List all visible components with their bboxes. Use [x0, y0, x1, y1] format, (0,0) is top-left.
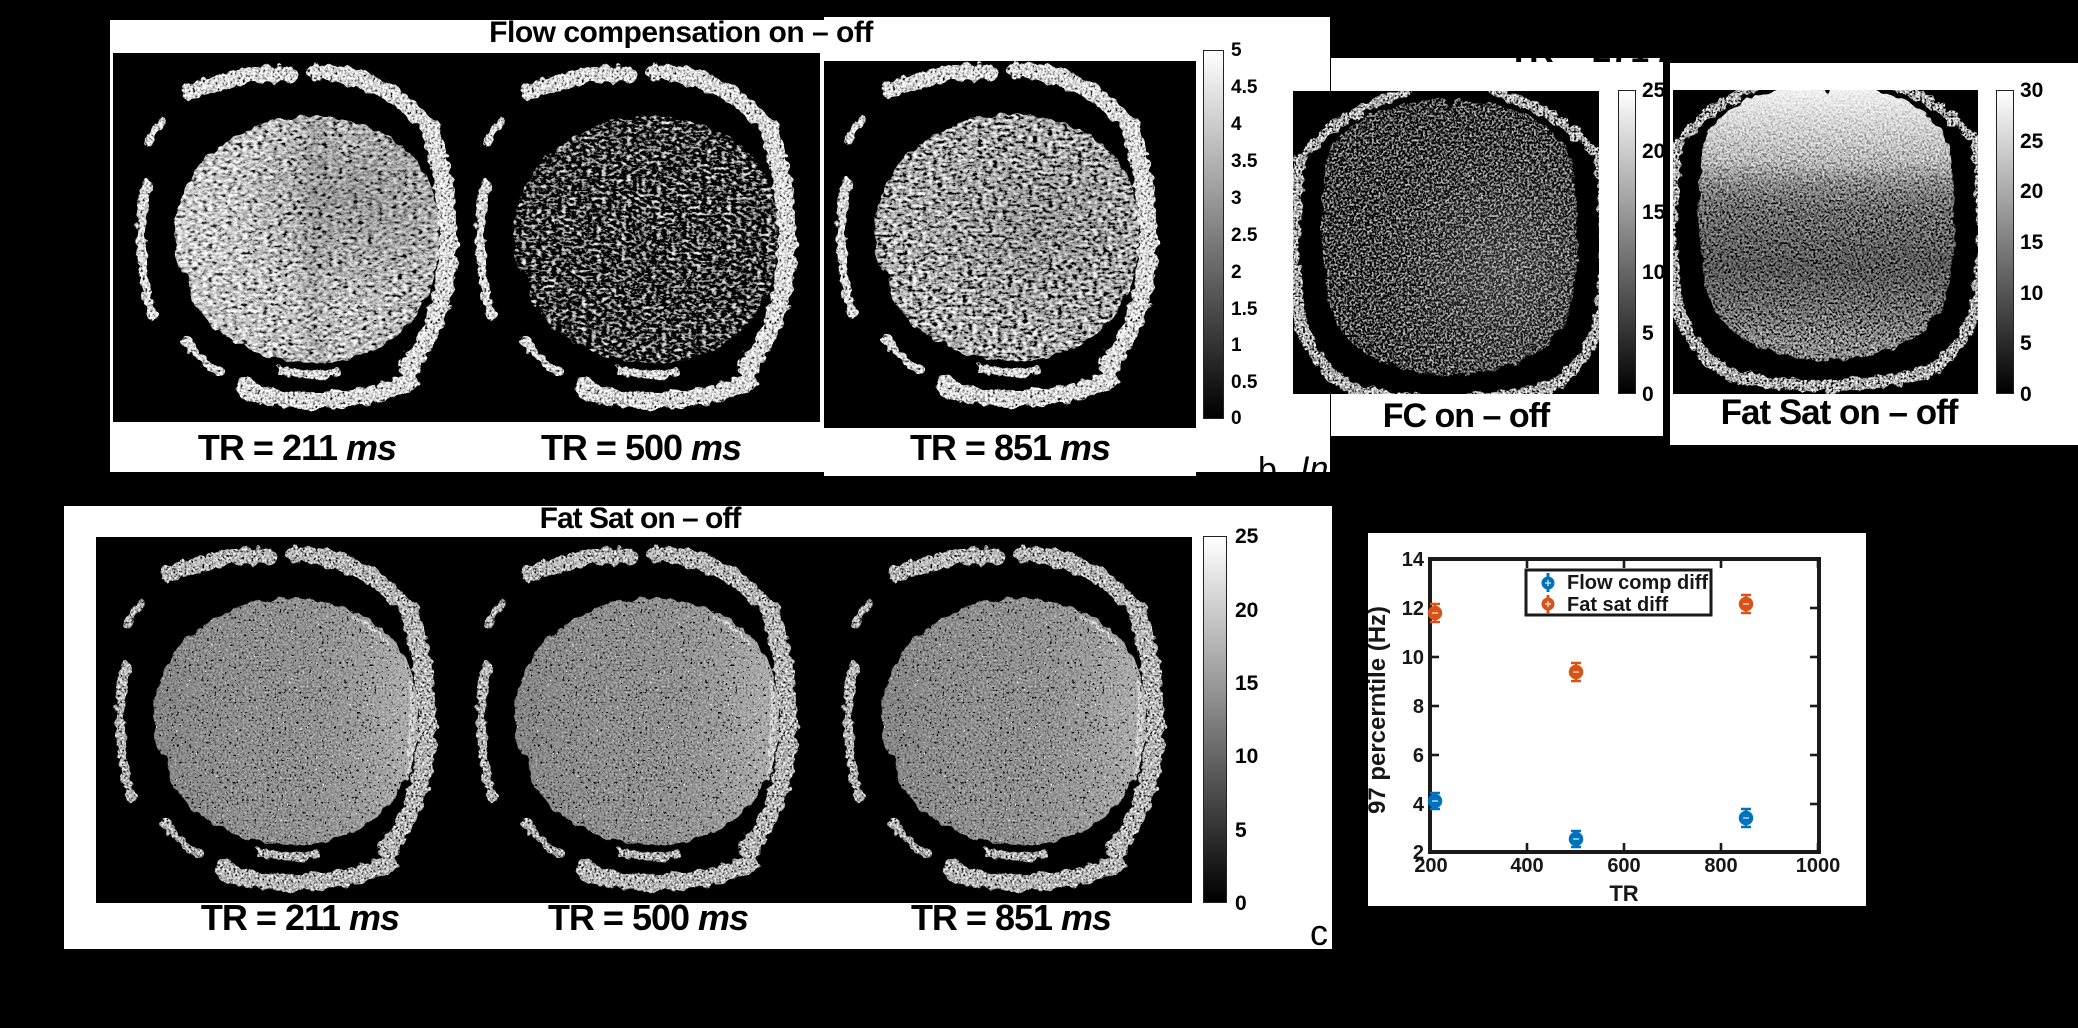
- svg-text:10: 10: [1402, 647, 1424, 669]
- svg-text:8: 8: [1413, 696, 1424, 718]
- svg-text:14: 14: [1402, 549, 1425, 571]
- svg-text:4: 4: [1413, 794, 1425, 816]
- svg-text:400: 400: [1510, 855, 1543, 877]
- svg-text:800: 800: [1704, 855, 1737, 877]
- svg-text:TR: TR: [1609, 881, 1638, 906]
- svg-text:Flow comp diff: Flow comp diff: [1567, 572, 1708, 594]
- svg-text:Fat sat diff: Fat sat diff: [1567, 594, 1668, 616]
- svg-text:600: 600: [1607, 855, 1640, 877]
- svg-text:2: 2: [1413, 842, 1424, 864]
- svg-text:12: 12: [1402, 598, 1424, 620]
- svg-text:1000: 1000: [1796, 855, 1841, 877]
- svg-text:200: 200: [1414, 855, 1447, 877]
- svg-text:6: 6: [1413, 745, 1424, 767]
- svg-text:97 percerntile (Hz): 97 percerntile (Hz): [1368, 606, 1391, 814]
